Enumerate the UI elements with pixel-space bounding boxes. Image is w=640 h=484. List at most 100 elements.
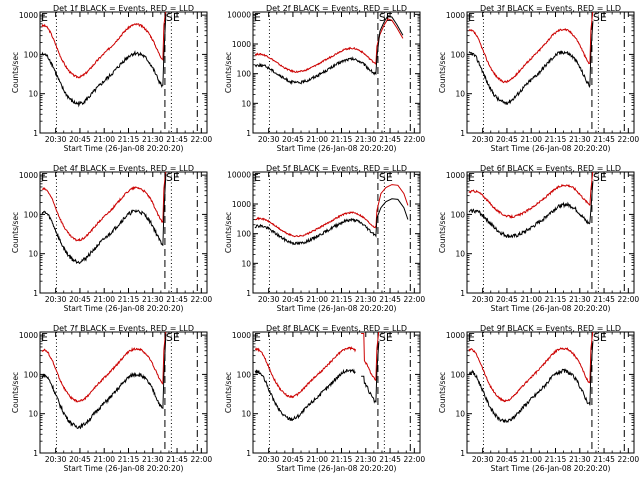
marker-label-e: E bbox=[254, 11, 261, 24]
y-axis-label: Counts/sec bbox=[11, 372, 20, 413]
y-tick-label: 10000 bbox=[227, 10, 251, 19]
x-tick-label: 22:00 bbox=[404, 135, 426, 144]
x-axis-label: Start Time (26-Jan-08 20:20:20) bbox=[277, 144, 397, 153]
x-axis-label: Start Time (26-Jan-08 20:20:20) bbox=[491, 304, 611, 313]
marker-label-se: SE bbox=[593, 11, 607, 24]
marker-label-e: E bbox=[468, 11, 475, 24]
y-tick-label: 1000 bbox=[446, 171, 465, 180]
x-tick-label: 21:15 bbox=[545, 295, 567, 304]
x-tick-label: 21:30 bbox=[142, 135, 164, 144]
marker-label-e: E bbox=[254, 171, 261, 184]
y-axis-label: Counts/sec bbox=[224, 212, 233, 253]
x-tick-label: 22:00 bbox=[191, 455, 213, 464]
marker-label-se: SE bbox=[166, 331, 180, 344]
x-tick-label: 20:30 bbox=[472, 295, 494, 304]
y-tick-label: 1 bbox=[460, 129, 465, 138]
x-tick-label: 20:45 bbox=[282, 455, 304, 464]
events-series-line bbox=[468, 341, 594, 424]
y-axis-label: Counts/sec bbox=[11, 52, 20, 93]
x-tick-label: 21:00 bbox=[520, 295, 542, 304]
x-tick-label: 21:00 bbox=[93, 135, 115, 144]
lld-series-line bbox=[254, 18, 404, 74]
marker-label-e: E bbox=[41, 171, 48, 184]
y-tick-label: 1000 bbox=[19, 11, 38, 20]
y-tick-label: 100 bbox=[237, 370, 252, 379]
x-tick-label: 20:30 bbox=[45, 295, 67, 304]
x-tick-label: 20:30 bbox=[472, 455, 494, 464]
x-tick-label: 21:45 bbox=[593, 295, 615, 304]
plot-frame bbox=[466, 11, 635, 134]
x-tick-label: 22:00 bbox=[404, 295, 426, 304]
y-tick-label: 100 bbox=[237, 70, 252, 79]
x-tick-label: 21:30 bbox=[569, 135, 591, 144]
x-tick-label: 22:00 bbox=[618, 135, 640, 144]
y-axis-label: Counts/sec bbox=[438, 52, 447, 93]
events-series-line bbox=[41, 173, 167, 265]
y-tick-label: 10 bbox=[28, 250, 38, 259]
y-tick-label: 10 bbox=[455, 410, 465, 419]
x-tick-label: 22:00 bbox=[618, 455, 640, 464]
detector-panel-8: Det 8f BLACK = Events, RED = LLD 1 10 100 10… bbox=[224, 324, 426, 473]
panel-title: Det 6f BLACK = Events, RED = LLD bbox=[480, 164, 621, 173]
y-tick-label: 1 bbox=[33, 449, 38, 458]
x-tick-label: 21:30 bbox=[142, 455, 164, 464]
x-tick-label: 21:30 bbox=[569, 295, 591, 304]
y-tick-label: 1 bbox=[246, 289, 251, 298]
detector-panel-3: Det 3f BLACK = Events, RED = LLD 1 10 100 10… bbox=[438, 4, 640, 153]
x-tick-label: 21:15 bbox=[331, 455, 353, 464]
y-tick-label: 10 bbox=[455, 250, 465, 259]
plot-frame bbox=[466, 171, 635, 294]
panel-title: Det 2f BLACK = Events, RED = LLD bbox=[266, 4, 407, 13]
marker-label-se: SE bbox=[166, 11, 180, 24]
x-axis-label: Start Time (26-Jan-08 20:20:20) bbox=[277, 304, 397, 313]
y-tick-label: 1000 bbox=[232, 331, 251, 340]
plot-frame bbox=[252, 331, 421, 454]
x-tick-label: 21:00 bbox=[520, 455, 542, 464]
panel-title: Det 8f BLACK = Events, RED = LLD bbox=[266, 324, 407, 333]
plot-frame bbox=[252, 171, 421, 294]
x-tick-label: 22:00 bbox=[191, 295, 213, 304]
lld-series-line bbox=[41, 12, 167, 79]
x-tick-label: 21:45 bbox=[166, 455, 188, 464]
x-axis-label: Start Time (26-Jan-08 20:20:20) bbox=[64, 464, 184, 473]
lld-series-line bbox=[254, 184, 409, 238]
x-axis-label: Start Time (26-Jan-08 20:20:20) bbox=[491, 144, 611, 153]
events-series-line bbox=[468, 21, 594, 105]
x-tick-label: 21:00 bbox=[306, 455, 328, 464]
lld-series-line bbox=[468, 172, 594, 219]
x-tick-label: 21:15 bbox=[331, 135, 353, 144]
x-tick-label: 21:30 bbox=[569, 455, 591, 464]
x-tick-label: 20:30 bbox=[45, 135, 67, 144]
x-tick-label: 20:45 bbox=[496, 135, 518, 144]
x-axis-label: Start Time (26-Jan-08 20:20:20) bbox=[491, 464, 611, 473]
y-tick-label: 10000 bbox=[227, 170, 251, 179]
x-tick-label: 22:00 bbox=[618, 295, 640, 304]
x-tick-label: 22:00 bbox=[191, 135, 213, 144]
marker-label-se: SE bbox=[593, 171, 607, 184]
y-tick-label: 1 bbox=[460, 449, 465, 458]
x-tick-label: 20:30 bbox=[472, 135, 494, 144]
x-tick-label: 21:30 bbox=[355, 295, 377, 304]
y-tick-label: 100 bbox=[451, 50, 466, 59]
x-tick-label: 21:45 bbox=[379, 455, 401, 464]
x-tick-label: 21:30 bbox=[355, 135, 377, 144]
y-tick-label: 100 bbox=[24, 370, 39, 379]
events-series-line bbox=[41, 13, 167, 108]
y-axis-label: Counts/sec bbox=[224, 52, 233, 93]
panel-title: Det 4f BLACK = Events, RED = LLD bbox=[53, 164, 194, 173]
lld-series-line bbox=[41, 172, 167, 242]
detector-panel-1: Det 1f BLACK = Events, RED = LLD 1 10 100 10… bbox=[11, 4, 213, 153]
detector-panel-9: Det 9f BLACK = Events, RED = LLD 1 10 100 10… bbox=[438, 324, 640, 473]
x-tick-label: 21:00 bbox=[306, 295, 328, 304]
y-tick-label: 1000 bbox=[232, 40, 251, 49]
marker-label-e: E bbox=[254, 331, 261, 344]
x-tick-label: 21:15 bbox=[331, 295, 353, 304]
panel-title: Det 3f BLACK = Events, RED = LLD bbox=[480, 4, 621, 13]
x-tick-label: 22:00 bbox=[404, 455, 426, 464]
x-tick-label: 21:00 bbox=[520, 135, 542, 144]
events-series-line bbox=[254, 198, 409, 246]
x-tick-label: 20:30 bbox=[45, 455, 67, 464]
x-tick-label: 21:00 bbox=[93, 295, 115, 304]
lld-series-line bbox=[468, 332, 594, 403]
